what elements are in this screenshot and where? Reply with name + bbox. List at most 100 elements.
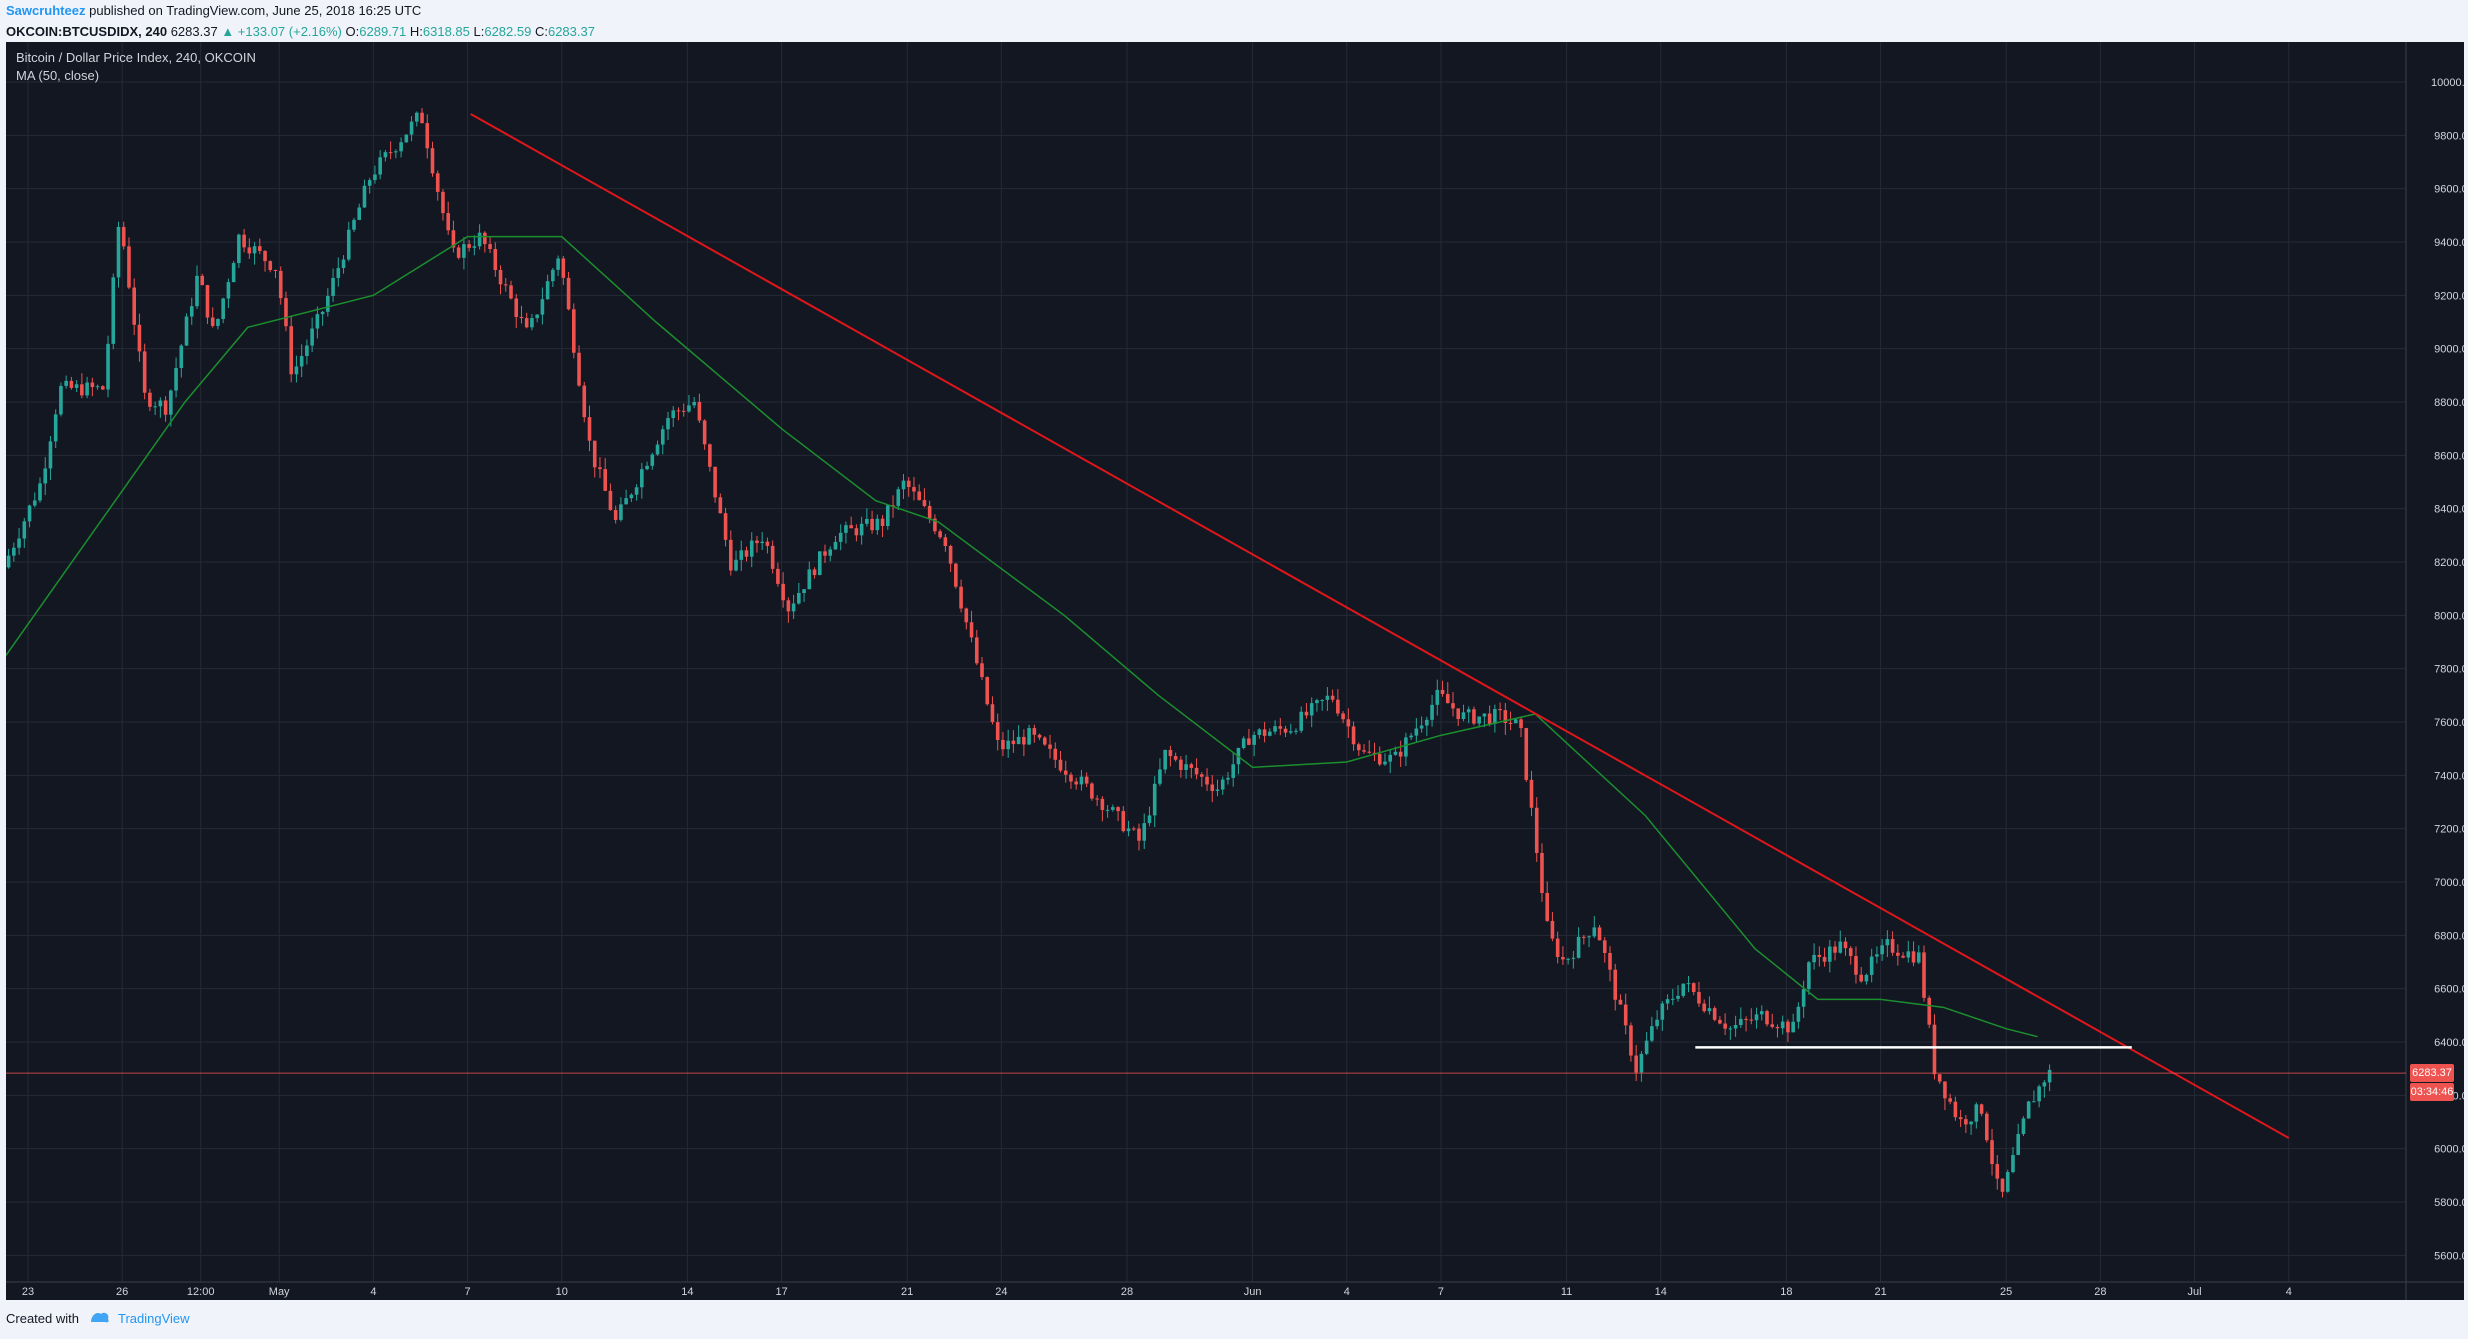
chart-area[interactable]: 5600.005800.006000.006200.006400.006600.… xyxy=(6,42,2464,1300)
candle-body xyxy=(1754,1014,1759,1021)
candle-body xyxy=(1503,710,1508,724)
candle-body xyxy=(1916,952,1921,963)
candle-body xyxy=(1053,748,1058,760)
candle-body xyxy=(1231,764,1235,778)
candle-body xyxy=(1911,951,1916,963)
candle-body xyxy=(1508,723,1513,725)
price-tick-label: 7400.00 xyxy=(2434,770,2464,782)
tradingview-link[interactable]: TradingView xyxy=(118,1311,190,1326)
price-tick-label: 9800.00 xyxy=(2434,130,2464,142)
candle-body xyxy=(346,229,351,260)
candle-body xyxy=(415,112,419,122)
last-price: 6283.37 xyxy=(170,24,218,39)
time-tick-label: 21 xyxy=(1874,1286,1886,1298)
candle-body xyxy=(1561,956,1565,960)
candle-body xyxy=(1770,1024,1775,1027)
candle-body xyxy=(849,525,853,529)
candle-body xyxy=(1864,974,1869,982)
candle-body xyxy=(1414,728,1419,736)
candle-body xyxy=(592,440,597,468)
candle-body xyxy=(1602,940,1607,953)
candle-body xyxy=(1493,709,1497,724)
candle-body xyxy=(1126,828,1131,832)
candle-body xyxy=(169,390,173,415)
candle-body xyxy=(1592,927,1597,937)
time-tick-label: 28 xyxy=(1121,1286,1133,1298)
candle-body xyxy=(671,410,676,419)
candle-body xyxy=(1011,740,1016,745)
candle-body xyxy=(326,295,330,312)
grid xyxy=(6,42,2406,1282)
candles xyxy=(6,108,2052,1198)
candle-body xyxy=(252,246,257,254)
candle-body xyxy=(90,382,95,388)
candle-body xyxy=(943,537,948,546)
candle-body xyxy=(32,500,37,506)
author-link[interactable]: Sawcruhteez xyxy=(6,3,86,18)
candle-body xyxy=(357,207,362,220)
candle-body xyxy=(1168,749,1173,757)
candle-body xyxy=(1037,734,1042,738)
price-chart[interactable]: 5600.005800.006000.006200.006400.006600.… xyxy=(6,42,2464,1300)
candle-body xyxy=(1163,749,1167,770)
candle-body xyxy=(1205,776,1209,785)
candle-body xyxy=(2016,1134,2020,1156)
candle-body xyxy=(1906,951,1911,958)
candle-body xyxy=(1707,1008,1712,1012)
candle-body xyxy=(917,491,921,501)
candle-body xyxy=(969,622,974,638)
candle-body xyxy=(645,465,649,470)
candle-body xyxy=(315,314,320,329)
footer: Created with TradingView xyxy=(0,1300,2468,1338)
created-with-label: Created with xyxy=(6,1311,79,1326)
candle-body xyxy=(922,500,927,506)
candle-body xyxy=(729,539,733,571)
candle-body xyxy=(624,498,628,505)
candle-body xyxy=(116,226,121,278)
candle-body xyxy=(1184,764,1188,770)
tradingview-logo-icon[interactable] xyxy=(89,1301,111,1339)
candle-body xyxy=(1922,952,1926,998)
symbol-label: OKCOIN:BTCUSDIDX, 240 xyxy=(6,24,168,39)
symbol-bar: OKCOIN:BTCUSDIDX, 240 6283.37 ▲ +133.07 … xyxy=(0,21,2468,42)
candle-body xyxy=(305,345,309,356)
candle-body xyxy=(263,250,267,262)
candle-body xyxy=(477,232,482,247)
candle-body xyxy=(341,259,346,269)
candle-body xyxy=(1765,1011,1769,1025)
candle-body xyxy=(1623,1004,1628,1026)
candle-body xyxy=(1786,1021,1790,1033)
open-label: O: xyxy=(345,24,360,39)
trendline[interactable] xyxy=(470,113,2290,1139)
candle-body xyxy=(43,468,48,484)
candle-body xyxy=(1090,783,1094,799)
candle-body xyxy=(1043,737,1047,745)
candle-body xyxy=(509,285,513,299)
candle-body xyxy=(1466,709,1471,713)
candle-body xyxy=(106,343,110,390)
candle-body xyxy=(1032,728,1037,735)
candle-body xyxy=(1749,1019,1754,1021)
candle-body xyxy=(660,429,665,445)
candle-body xyxy=(289,326,293,375)
price-axis[interactable]: 5600.005800.006000.006200.006400.006600.… xyxy=(6,42,2464,1300)
candle-body xyxy=(844,525,848,533)
candle-body xyxy=(1131,828,1136,830)
candle-body xyxy=(1200,774,1204,777)
high-label: H: xyxy=(409,24,423,39)
candle-body xyxy=(974,637,979,664)
high-value: 6318.85 xyxy=(422,24,470,39)
candle-body xyxy=(1718,1019,1722,1024)
candle-body xyxy=(420,112,424,124)
candle-body xyxy=(1435,689,1440,705)
price-tick-label: 7200.00 xyxy=(2434,824,2464,836)
candle-body xyxy=(870,518,874,531)
candle-body xyxy=(1885,939,1890,946)
candle-body xyxy=(1608,952,1612,970)
price-tick-label: 7000.00 xyxy=(2434,877,2464,889)
candle-body xyxy=(838,532,843,542)
candle-body xyxy=(692,402,696,406)
candle-body xyxy=(1817,954,1822,957)
candle-body xyxy=(1759,1011,1764,1015)
candle-body xyxy=(734,559,738,571)
